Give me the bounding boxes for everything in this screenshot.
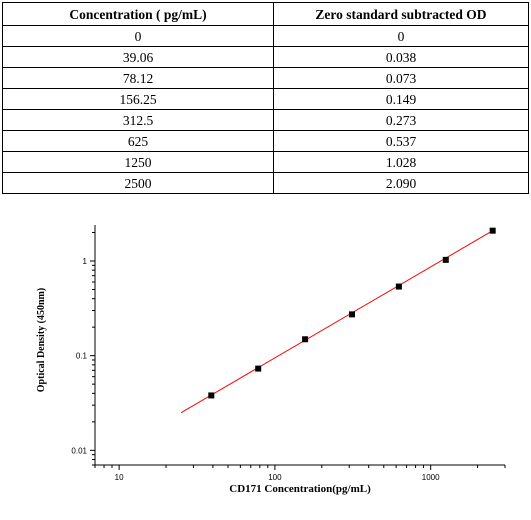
data-point [395,283,402,290]
data-point [489,227,496,234]
table-row: 0 0 [2,25,529,47]
header-concentration: Concentration ( pg/mL) [2,2,274,26]
cell-concentration: 625 [2,130,274,152]
cell-concentration: 0 [2,25,274,47]
standard-curve-chart: 10 100 1000 0.01 0.1 1 CD171 Concentration(pg… [36,225,506,495]
table-row: 312.5 0.273 [2,109,529,131]
y-tick-label: 0.1 [76,352,88,361]
x-tick-label: 10 [115,473,124,482]
standard-curve-table: Concentration ( pg/mL) Zero standard sub… [2,2,529,194]
x-tick-label: 100 [268,473,282,482]
table-row: 1250 1.028 [2,151,529,173]
cell-od: 0 [273,25,529,47]
cell-concentration: 78.12 [2,67,274,89]
y-tick-label: 0.01 [71,446,87,455]
y-axis-title: Optical Density (450nm) [36,288,47,392]
cell-od: 0.273 [273,109,529,131]
data-point [208,392,215,399]
cell-od: 0.073 [273,67,529,89]
table-header-row: Concentration ( pg/mL) Zero standard sub… [2,2,529,26]
header-od: Zero standard subtracted OD [273,2,529,26]
table-row: 156.25 0.149 [2,88,529,110]
cell-concentration: 1250 [2,151,274,173]
chart-ticks: 10 100 1000 0.01 0.1 1 [71,231,506,482]
table-row: 78.12 0.073 [2,67,529,89]
data-point [348,311,355,318]
x-tick-label: 1000 [422,473,440,482]
data-point [442,256,449,263]
cell-od: 0.038 [273,46,529,68]
fit-line-group [180,230,493,414]
cell-od: 0.537 [273,130,529,152]
data-point [302,336,309,343]
cell-concentration: 2500 [2,172,274,194]
x-axis-title: CD171 Concentration(pg/mL) [229,483,371,495]
fit-line [180,230,493,414]
data-point [255,365,262,372]
table-row: 2500 2.090 [2,172,529,194]
cell-od: 2.090 [273,172,529,194]
cell-od: 0.149 [273,88,529,110]
table-row: 625 0.537 [2,130,529,152]
y-tick-label: 1 [83,257,88,266]
cell-concentration: 312.5 [2,109,274,131]
table-row: 39.06 0.038 [2,46,529,68]
cell-od: 1.028 [273,151,529,173]
data-points-group [208,227,496,399]
cell-concentration: 156.25 [2,88,274,110]
cell-concentration: 39.06 [2,46,274,68]
